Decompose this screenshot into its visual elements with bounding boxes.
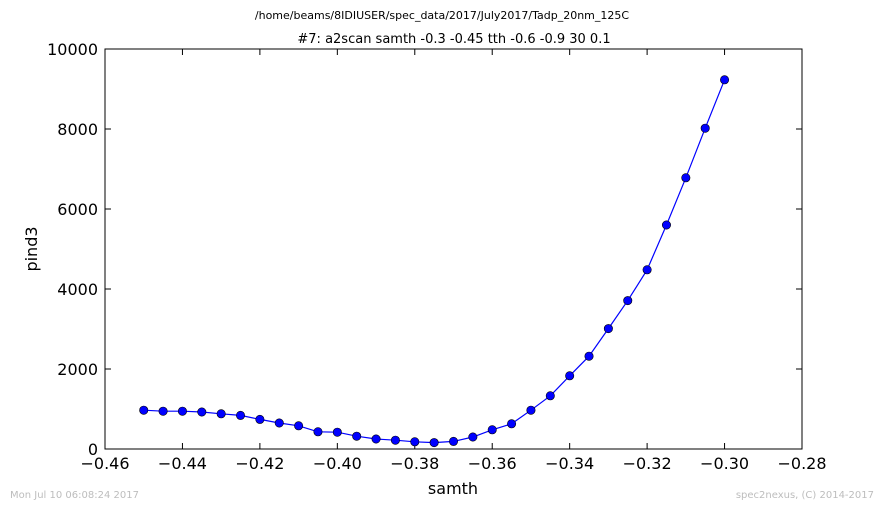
x-tick-label: −0.40 xyxy=(313,454,362,473)
data-point xyxy=(565,371,575,381)
data-point xyxy=(294,421,304,431)
data-point xyxy=(487,425,497,435)
data-point xyxy=(177,406,187,416)
data-point xyxy=(468,432,478,442)
x-axis-label: samth xyxy=(428,479,478,498)
data-point xyxy=(526,405,536,415)
x-tick-label: −0.28 xyxy=(777,454,826,473)
data-point xyxy=(158,406,168,416)
y-tick-label: 4000 xyxy=(57,280,98,299)
plot-area: −0.46 −0.44 −0.42 −0.40 −0.38 −0.36 −0.34 −0.32… xyxy=(47,40,826,473)
data-point xyxy=(720,75,730,85)
data-point xyxy=(448,436,458,446)
data-point xyxy=(197,407,207,417)
file-path-title: /home/beams/8IDIUSER/spec_data/2017/July… xyxy=(255,9,630,22)
data-point xyxy=(681,173,691,183)
data-point xyxy=(371,434,381,444)
x-tick-label: −0.36 xyxy=(468,454,517,473)
y-tick-label: 0 xyxy=(88,440,98,459)
axes-frame xyxy=(104,48,803,450)
x-axis-ticks: −0.46 −0.44 −0.42 −0.40 −0.38 −0.36 −0.34 −0.32… xyxy=(80,49,827,473)
data-point xyxy=(332,427,342,437)
x-tick-label: −0.44 xyxy=(158,454,207,473)
data-point xyxy=(410,437,420,447)
data-point xyxy=(642,265,652,275)
data-point xyxy=(584,351,594,361)
x-tick-label: −0.30 xyxy=(700,454,749,473)
y-tick-label: 8000 xyxy=(57,120,98,139)
data-point xyxy=(313,427,323,437)
y-axis-ticks: 0 2000 4000 6000 8000 10000 xyxy=(47,40,802,459)
timestamp-footer: Mon Jul 10 06:08:24 2017 xyxy=(10,490,139,501)
x-tick-label: −0.34 xyxy=(545,454,594,473)
series-layer xyxy=(139,75,730,448)
y-tick-label: 10000 xyxy=(47,40,98,59)
data-point xyxy=(545,391,555,401)
y-tick-label: 2000 xyxy=(57,360,98,379)
data-point xyxy=(139,405,149,415)
data-point xyxy=(603,324,613,334)
data-point xyxy=(352,431,362,441)
y-tick-label: 6000 xyxy=(57,200,98,219)
data-point xyxy=(216,409,226,419)
x-tick-label: −0.42 xyxy=(235,454,284,473)
data-point xyxy=(661,220,671,230)
data-point xyxy=(236,410,246,420)
data-point xyxy=(507,419,517,429)
credit-footer: spec2nexus, (C) 2014-2017 xyxy=(736,490,874,501)
data-point xyxy=(700,123,710,133)
data-point xyxy=(623,296,633,306)
y-axis-label: pind3 xyxy=(22,226,41,271)
data-point xyxy=(390,435,400,445)
x-tick-label: −0.38 xyxy=(390,454,439,473)
x-tick-label: −0.46 xyxy=(80,454,129,473)
x-tick-label: −0.32 xyxy=(623,454,672,473)
data-point xyxy=(255,414,265,424)
data-point xyxy=(429,438,439,448)
scan-title: #7: a2scan samth -0.3 -0.45 tth -0.6 -0.… xyxy=(297,32,610,47)
data-point xyxy=(274,418,284,428)
series-line xyxy=(143,79,726,444)
